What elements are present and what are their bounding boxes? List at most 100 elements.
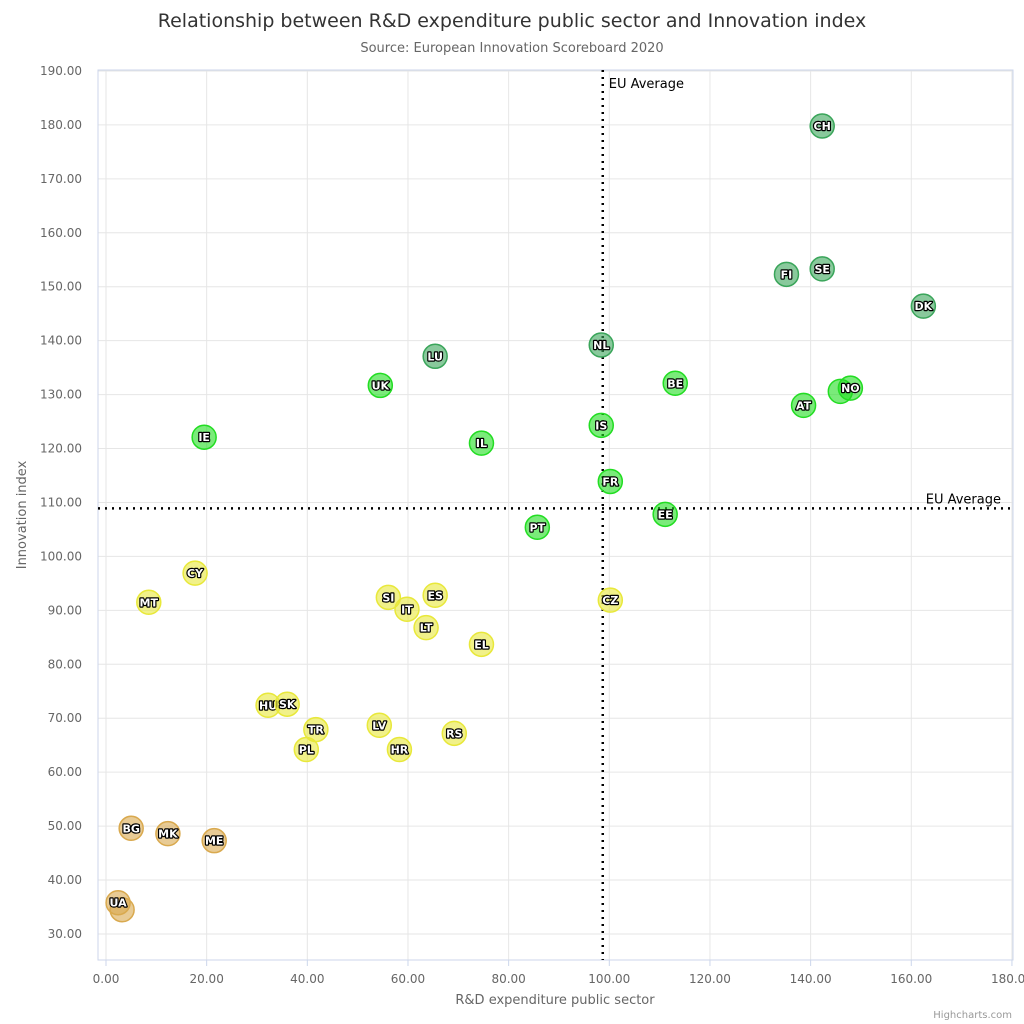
y-tick-label: 180.00 — [40, 118, 82, 132]
x-tick-label: 80.00 — [491, 972, 525, 986]
y-tick-label: 120.00 — [40, 442, 82, 456]
data-point-bubble[interactable] — [837, 375, 864, 401]
y-tick-label: 30.00 — [48, 927, 82, 941]
data-point-label: FR — [602, 475, 619, 488]
data-point-bubble[interactable] — [809, 113, 835, 139]
eu-average-vertical-label: EU Average — [609, 77, 684, 92]
data-point-bubble[interactable] — [524, 514, 551, 541]
chart-title: Relationship between R&D expenditure pub… — [158, 10, 866, 32]
data-point-bubble[interactable] — [441, 720, 468, 747]
data-point-label: BE — [667, 377, 683, 390]
data-point-label: DK — [915, 300, 933, 313]
data-point-bubble[interactable] — [105, 889, 131, 916]
y-tick-label: 50.00 — [48, 819, 82, 833]
x-tick-label: 40.00 — [290, 972, 324, 986]
data-point-bubble[interactable] — [422, 582, 448, 609]
data-point-label: PT — [530, 521, 546, 534]
x-tick-label: 100.00 — [588, 972, 630, 986]
data-point-label: LU — [427, 350, 443, 363]
data-point-label: FI — [781, 268, 793, 281]
data-point-label: IL — [476, 437, 487, 450]
y-tick-label: 60.00 — [48, 765, 82, 779]
x-tick-label: 0.00 — [93, 972, 120, 986]
y-tick-label: 190.00 — [40, 64, 82, 78]
y-tick-label: 70.00 — [48, 711, 82, 725]
data-point-label: UA — [110, 897, 128, 910]
y-tick-label: 130.00 — [40, 388, 82, 402]
data-point-bubble[interactable] — [293, 736, 320, 763]
x-tick-label: 180.00 — [991, 972, 1024, 986]
data-point-label: LT — [420, 622, 433, 635]
chart-subtitle: Source: European Innovation Scoreboard 2… — [360, 41, 663, 56]
data-point-label: HR — [391, 744, 409, 757]
data-point-label: SE — [814, 263, 829, 276]
data-point-label: UK — [372, 379, 390, 392]
data-point-label: SI — [382, 591, 394, 604]
data-point-bubble[interactable] — [809, 256, 835, 282]
data-point-label: CH — [814, 120, 831, 133]
data-point-bubble[interactable] — [191, 424, 217, 450]
x-tick-label: 20.00 — [189, 972, 223, 986]
data-point-label: LV — [372, 719, 386, 732]
data-point-bubble[interactable] — [201, 827, 227, 854]
data-point-label: AT — [796, 399, 812, 412]
y-tick-label: 150.00 — [40, 280, 82, 294]
data-point-bubble[interactable] — [910, 293, 937, 319]
data-point-label: PL — [299, 744, 314, 757]
data-point-bubble[interactable] — [366, 712, 393, 739]
data-point-bubble[interactable] — [652, 501, 678, 528]
data-point-bubble[interactable] — [588, 412, 614, 439]
data-point-bubble[interactable] — [790, 392, 817, 419]
data-point-label: IS — [595, 419, 607, 432]
data-point-label: TR — [308, 724, 325, 737]
eu-average-horizontal-label: EU Average — [926, 492, 1001, 507]
data-point-bubble[interactable] — [394, 596, 420, 623]
data-point-label: RS — [446, 727, 462, 740]
data-point-bubble[interactable] — [375, 584, 402, 611]
data-point-label: IE — [198, 431, 210, 444]
data-point-label: MT — [140, 596, 159, 609]
data-point-bubble[interactable] — [155, 820, 181, 847]
data-point-bubble[interactable] — [386, 736, 413, 763]
y-tick-label: 40.00 — [48, 873, 82, 887]
data-point-bubble[interactable] — [422, 343, 448, 370]
data-point-label: ME — [205, 835, 223, 848]
data-point-bubble[interactable] — [118, 815, 144, 842]
data-point-label: CY — [187, 567, 204, 580]
data-point-bubble[interactable] — [136, 589, 162, 616]
credits-link[interactable]: Highcharts.com — [933, 1010, 1012, 1021]
y-tick-label: 100.00 — [40, 549, 82, 563]
y-tick-label: 170.00 — [40, 172, 82, 186]
data-point-label: IT — [401, 603, 413, 616]
data-point-bubble[interactable] — [468, 631, 495, 658]
data-point-label: EE — [658, 508, 673, 521]
data-point-bubble[interactable] — [413, 614, 439, 641]
data-point-label: EL — [474, 638, 489, 651]
data-point-label: HU — [259, 699, 277, 712]
data-point-label: MK — [158, 828, 178, 841]
data-point-bubble[interactable] — [274, 691, 300, 717]
data-point-bubble[interactable] — [662, 370, 688, 397]
data-point-label: ES — [427, 589, 443, 602]
data-point-bubble[interactable] — [773, 261, 800, 288]
y-tick-label: 80.00 — [48, 657, 82, 671]
data-point-label: SK — [279, 698, 296, 711]
y-tick-label: 160.00 — [40, 226, 82, 240]
data-point-label: NL — [593, 339, 609, 352]
x-axis-title: R&D expenditure public sector — [455, 993, 655, 1008]
x-tick-label: 60.00 — [391, 972, 425, 986]
data-point-bubble[interactable] — [468, 430, 495, 456]
data-point-label: NO — [841, 382, 860, 395]
y-tick-label: 140.00 — [40, 334, 82, 348]
data-point-bubble[interactable] — [182, 560, 208, 586]
y-tick-label: 90.00 — [48, 603, 82, 617]
x-tick-label: 140.00 — [790, 972, 832, 986]
data-point-bubble[interactable] — [597, 468, 624, 495]
x-tick-label: 160.00 — [890, 972, 932, 986]
data-point-bubble[interactable] — [367, 372, 394, 399]
y-axis-title: Innovation index — [15, 460, 30, 569]
data-point-bubble[interactable] — [597, 587, 624, 613]
plot-area — [97, 69, 1014, 961]
data-point-bubble[interactable] — [588, 332, 614, 358]
